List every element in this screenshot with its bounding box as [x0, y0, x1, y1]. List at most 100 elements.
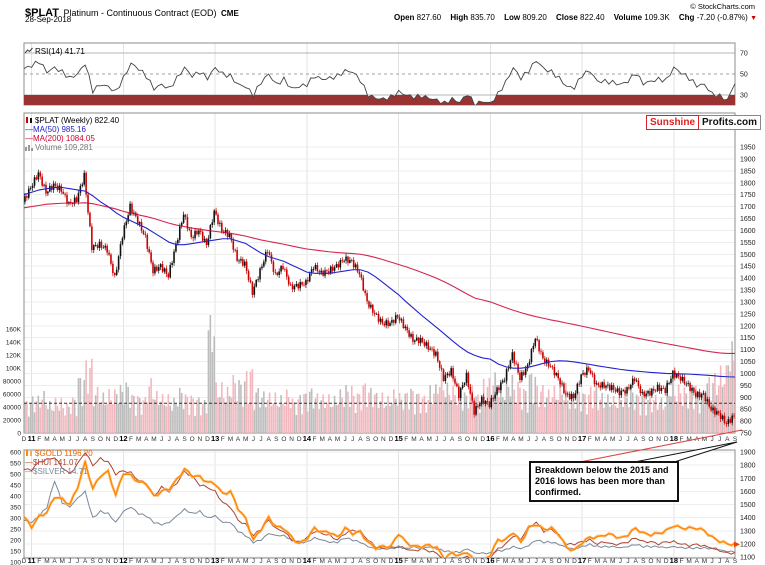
svg-text:A: A — [175, 436, 180, 443]
svg-text:A: A — [695, 558, 700, 565]
svg-text:A: A — [236, 436, 241, 443]
svg-text:M: M — [595, 436, 600, 443]
svg-text:A: A — [725, 436, 730, 443]
svg-text:M: M — [518, 558, 523, 565]
svg-text:1550: 1550 — [740, 240, 756, 247]
svg-text:J: J — [168, 436, 171, 443]
svg-text:1050: 1050 — [740, 359, 756, 366]
svg-text:O: O — [281, 436, 286, 443]
svg-text:1950: 1950 — [740, 145, 756, 152]
svg-text:A: A — [542, 436, 547, 443]
svg-text:D: D — [664, 558, 669, 565]
svg-text:S: S — [549, 436, 554, 443]
svg-text:M: M — [503, 436, 508, 443]
svg-text:1250: 1250 — [740, 311, 756, 318]
quote-line: Open 827.60 High 835.70 Low 809.20 Close… — [387, 13, 757, 22]
svg-text:1100: 1100 — [740, 347, 755, 354]
volume-label: Volume — [613, 13, 643, 22]
svg-text:A: A — [603, 558, 608, 565]
svg-text:J: J — [252, 558, 255, 565]
svg-text:D: D — [480, 436, 485, 443]
svg-text:D: D — [389, 558, 394, 565]
svg-text:A: A — [358, 558, 363, 565]
svg-text:O: O — [373, 558, 378, 565]
low-label: Low — [504, 13, 521, 22]
svg-text:N: N — [656, 558, 661, 565]
svg-text:A: A — [633, 558, 638, 565]
svg-text:J: J — [435, 558, 438, 565]
close-label: Close — [556, 13, 578, 22]
svg-text:M: M — [319, 436, 324, 443]
svg-text:50: 50 — [740, 72, 748, 79]
svg-text:J: J — [626, 558, 629, 565]
svg-text:15: 15 — [394, 556, 402, 565]
svg-text:16: 16 — [486, 434, 494, 443]
svg-text:600: 600 — [10, 450, 21, 457]
svg-text:F: F — [679, 558, 683, 565]
svg-text:40000: 40000 — [3, 405, 21, 412]
svg-text:140K: 140K — [6, 340, 22, 347]
svg-text:S: S — [91, 436, 96, 443]
svg-text:J: J — [252, 436, 255, 443]
svg-text:M: M — [243, 436, 248, 443]
svg-text:J: J — [343, 558, 346, 565]
svg-text:O: O — [98, 436, 103, 443]
svg-text:14: 14 — [303, 434, 312, 443]
svg-text:J: J — [718, 436, 721, 443]
svg-text:1500: 1500 — [740, 502, 756, 509]
change-down-icon: ▼ — [750, 15, 757, 22]
svg-text:1300: 1300 — [740, 528, 756, 535]
svg-text:M: M — [136, 436, 141, 443]
svg-text:1600: 1600 — [740, 228, 756, 235]
svg-text:O: O — [98, 558, 103, 565]
svg-text:14: 14 — [303, 556, 312, 565]
svg-text:J: J — [68, 558, 71, 565]
svg-text:1800: 1800 — [740, 180, 756, 187]
svg-text:80000: 80000 — [3, 379, 21, 386]
svg-text:250: 250 — [10, 527, 21, 534]
svg-text:M: M — [335, 558, 340, 565]
chg-label: Chg — [678, 13, 695, 22]
svg-text:550: 550 — [10, 461, 21, 468]
svg-text:F: F — [129, 436, 133, 443]
svg-text:1350: 1350 — [740, 288, 756, 295]
svg-text:200: 200 — [10, 538, 21, 545]
svg-text:J: J — [351, 436, 354, 443]
svg-text:13: 13 — [211, 434, 219, 443]
svg-text:M: M — [44, 436, 49, 443]
svg-text:M: M — [686, 436, 691, 443]
svg-text:S: S — [733, 436, 738, 443]
svg-text:J: J — [619, 558, 622, 565]
svg-text:1900: 1900 — [740, 450, 756, 457]
svg-text:F: F — [588, 558, 592, 565]
svg-text:D: D — [22, 558, 27, 565]
svg-text:A: A — [328, 558, 333, 565]
svg-text:18: 18 — [670, 434, 678, 443]
exchange-label: CME — [221, 9, 239, 18]
svg-text:A: A — [725, 558, 730, 565]
svg-text:M: M — [60, 558, 65, 565]
svg-text:F: F — [221, 436, 225, 443]
svg-text:500: 500 — [10, 472, 21, 479]
svg-text:S: S — [458, 436, 463, 443]
svg-text:1800: 1800 — [740, 463, 756, 470]
svg-text:D: D — [205, 558, 210, 565]
svg-text:M: M — [595, 558, 600, 565]
svg-text:N: N — [106, 558, 111, 565]
svg-text:18: 18 — [670, 556, 678, 565]
svg-text:N: N — [473, 436, 478, 443]
svg-text:1850: 1850 — [740, 168, 756, 175]
svg-text:1650: 1650 — [740, 216, 756, 223]
svg-text:S: S — [274, 436, 279, 443]
svg-text:850: 850 — [740, 407, 752, 414]
svg-text:M: M — [243, 558, 248, 565]
ma50-legend: —MA(50) 985.16 — [25, 125, 86, 134]
copyright: © StockCharts.com — [690, 2, 755, 11]
svg-text:O: O — [373, 436, 378, 443]
annotation-callout: Breakdown below the 2015 and 2016 lows h… — [529, 461, 679, 502]
svg-text:N: N — [197, 558, 202, 565]
symbol-title: $PLAT — [25, 7, 60, 19]
svg-text:400: 400 — [10, 494, 21, 501]
hui-legend: —$HUI 141.07 — [25, 458, 78, 467]
